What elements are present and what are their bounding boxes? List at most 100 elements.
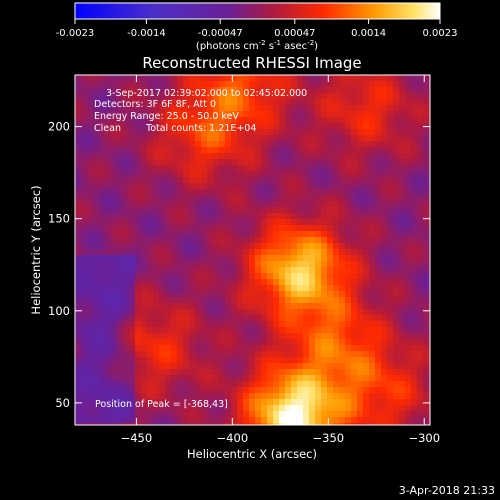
heatmap-cell [333,141,339,147]
heatmap-cell [99,267,105,273]
heatmap-cell [327,213,333,219]
heatmap-cell [327,159,333,165]
heatmap-cell [357,165,363,171]
heatmap-cell [375,423,381,425]
heatmap-cell [243,213,249,219]
heatmap-cell [387,153,393,159]
heatmap-cell [291,123,297,129]
heatmap-cell [423,165,429,171]
heatmap-cell [399,297,405,303]
heatmap-cell [111,267,117,273]
heatmap-cell [99,285,105,291]
heatmap-cell [309,297,315,303]
heatmap-cell [81,111,87,117]
heatmap-cell [117,153,123,159]
heatmap-cell [285,369,291,375]
heatmap-cell [129,93,135,99]
heatmap-cell [213,201,219,207]
heatmap-cell [291,423,297,425]
heatmap-cell [363,219,369,225]
heatmap-cell [285,315,291,321]
heatmap-cell [327,141,333,147]
heatmap-cell [219,423,225,425]
heatmap-cell [279,279,285,285]
heatmap-cell [387,369,393,375]
heatmap-cell [225,375,231,381]
heatmap-cell [165,135,171,141]
heatmap-cell [207,291,213,297]
heatmap-cell [267,147,273,153]
heatmap-cell [351,345,357,351]
heatmap-cell [393,393,399,399]
heatmap-cell [399,183,405,189]
heatmap-cell [417,303,423,309]
heatmap-cell [399,345,405,351]
heatmap-cell [123,207,129,213]
heatmap-cell [111,243,117,249]
heatmap-cell [279,363,285,369]
heatmap-cell [357,207,363,213]
heatmap-cell [207,375,213,381]
heatmap-cell [267,375,273,381]
heatmap-cell [327,255,333,261]
heatmap-cell [297,123,303,129]
heatmap-cell [141,393,147,399]
heatmap-cell [225,255,231,261]
heatmap-cell [93,81,99,87]
heatmap-cell [231,237,237,243]
heatmap-cell [261,159,267,165]
heatmap-cell [291,255,297,261]
heatmap-cell [219,237,225,243]
heatmap-cell [375,333,381,339]
heatmap-cell [219,183,225,189]
heatmap-cell [201,123,207,129]
heatmap-cell [333,387,339,393]
heatmap-cell [207,159,213,165]
heatmap-cell [201,87,207,93]
heatmap-cell [321,285,327,291]
heatmap-cell [291,147,297,153]
heatmap-cell [273,303,279,309]
heatmap-cell [375,345,381,351]
heatmap-cell [375,327,381,333]
heatmap-cell [93,291,99,297]
heatmap-cell [309,75,315,81]
heatmap-cell [411,315,417,321]
heatmap-cell [123,363,129,369]
heatmap-cell [201,225,207,231]
heatmap-cell [237,93,243,99]
heatmap-cell [123,387,129,393]
heatmap-cell [417,375,423,381]
heatmap-cell [165,231,171,237]
heatmap-cell [321,225,327,231]
heatmap-cell [309,327,315,333]
heatmap-cell [345,345,351,351]
heatmap-cell [411,399,417,405]
heatmap-cell [87,303,93,309]
heatmap-cell [291,291,297,297]
heatmap-cell [279,135,285,141]
heatmap-cell [129,213,135,219]
heatmap-cell [123,153,129,159]
heatmap-cell [405,225,411,231]
heatmap-cell [249,219,255,225]
heatmap-cell [237,423,243,425]
heatmap-cell [135,357,141,363]
heatmap-cell [93,153,99,159]
heatmap-cell [327,297,333,303]
heatmap-cell [237,381,243,387]
heatmap-cell [327,177,333,183]
heatmap-cell [405,201,411,207]
heatmap-cell [99,321,105,327]
colorbar-tick-label: 0.0023 [423,28,458,39]
heatmap-cell [105,351,111,357]
heatmap-cell [159,117,165,123]
heatmap-cell [75,267,81,273]
heatmap-cell [189,297,195,303]
heatmap-cell [219,249,225,255]
heatmap-cell [123,411,129,417]
heatmap-cell [279,75,285,81]
heatmap-cell [291,207,297,213]
heatmap-cell [165,87,171,93]
heatmap-cell [171,333,177,339]
